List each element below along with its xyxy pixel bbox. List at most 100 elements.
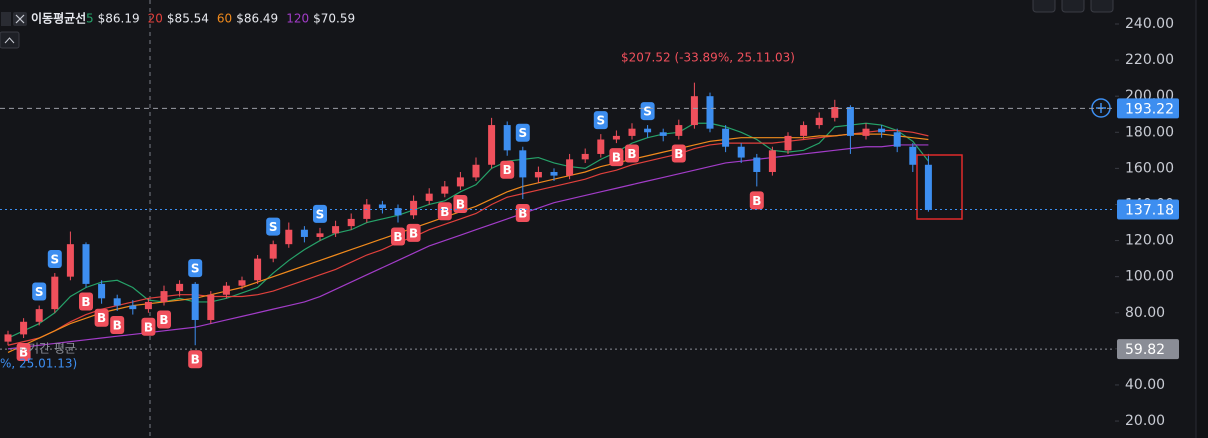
buy-marker: [157, 310, 171, 329]
candle-body: [690, 96, 698, 126]
candle-body: [456, 177, 464, 187]
price-tag: [1117, 339, 1179, 360]
signal-label: S: [269, 220, 278, 234]
price-tag-label: 137.18: [1125, 203, 1174, 219]
candle-body: [612, 135, 620, 140]
candle-body: [503, 125, 511, 151]
average-annotation: 기간 평균: [28, 342, 76, 356]
candle-body: [347, 218, 355, 227]
low-annotation: %, 25.01.13): [0, 357, 77, 371]
legend-period: 60: [217, 12, 232, 26]
candle-body: [815, 117, 823, 126]
candle-body: [285, 229, 293, 245]
candle-body: [35, 309, 43, 322]
buy-marker: [16, 343, 31, 362]
candle-body: [82, 244, 90, 284]
candle-body: [566, 159, 574, 176]
candle-body: [316, 233, 324, 237]
candle-body: [706, 96, 714, 129]
buy-marker: [110, 315, 125, 334]
sell-marker: [47, 250, 62, 269]
candle-body: [425, 193, 433, 201]
signal-label: B: [674, 147, 683, 161]
candle-body: [534, 171, 542, 178]
buy-marker: [391, 227, 405, 246]
legend-value: $70.59: [313, 12, 355, 26]
reset-button[interactable]: [1090, 0, 1114, 13]
sell-marker: [32, 282, 47, 301]
candle-body: [846, 107, 854, 136]
signal-label: B: [627, 147, 636, 161]
down-button[interactable]: [1032, 0, 1056, 13]
scrollbar: [1196, 0, 1208, 438]
signal-label: B: [393, 230, 402, 244]
candle-body: [191, 283, 199, 320]
candle-body: [784, 135, 792, 151]
candle-body: [20, 321, 28, 335]
price-tag-label: 59.82: [1125, 342, 1165, 358]
candle-body: [441, 186, 449, 194]
legend-period: 20: [148, 12, 163, 26]
signal-label: B: [456, 198, 465, 212]
signal-label: B: [159, 313, 168, 327]
buy-marker: [515, 204, 530, 223]
legend-title: 이동평균선: [31, 11, 86, 26]
collapse-icon: [4, 37, 15, 44]
y-tick-label: 40.00: [1125, 377, 1165, 393]
collapse-button[interactable]: [0, 31, 20, 49]
buy-marker: [437, 202, 452, 221]
price-tag: [1117, 98, 1179, 119]
signal-label: B: [19, 346, 28, 360]
highlight-box: [916, 154, 963, 220]
moving-average-line: [7, 133, 929, 354]
legend-period: 5: [86, 12, 94, 26]
signal-label: B: [752, 194, 761, 208]
candle-body: [144, 301, 152, 310]
candle-body: [410, 200, 418, 216]
sell-marker: [593, 111, 608, 130]
buy-marker: [94, 308, 109, 327]
candle-body: [862, 128, 870, 136]
y-tick-label: 20.00: [1125, 413, 1165, 429]
candle-body: [300, 229, 308, 237]
y-tick-label: 80.00: [1125, 305, 1165, 321]
close-icon: [15, 14, 25, 24]
signal-label: S: [316, 207, 325, 221]
buy-marker: [453, 195, 468, 214]
sell-marker: [188, 259, 203, 278]
signal-label: S: [518, 126, 527, 140]
candle-body: [98, 283, 106, 299]
sell-marker: [266, 217, 281, 236]
y-tick-label: 240.00: [1125, 16, 1174, 32]
candle-body: [924, 164, 932, 210]
candle-body: [659, 132, 667, 136]
candle-body: [519, 150, 527, 178]
buy-marker: [79, 292, 93, 311]
high-annotation: $207.52 (-33.89%, 25.11.03): [621, 51, 795, 65]
candle-body: [878, 128, 886, 133]
legend-icon: [1, 12, 11, 26]
y-tick-label: 120.00: [1125, 233, 1174, 249]
buy-marker: [749, 191, 764, 210]
candle-body: [597, 139, 605, 154]
candle-body: [581, 153, 589, 160]
price-tag: [1117, 199, 1179, 220]
signal-label: B: [503, 163, 512, 177]
candle-body: [160, 291, 168, 302]
legend-value: $86.19: [98, 12, 140, 26]
candle-body: [113, 298, 121, 306]
candle-body: [332, 226, 340, 234]
signal-label: S: [50, 253, 59, 267]
buy-marker: [671, 144, 686, 163]
buy-marker: [406, 223, 421, 242]
candle-body: [176, 283, 184, 292]
signal-label: S: [596, 114, 605, 128]
up-button[interactable]: [1061, 0, 1085, 13]
candle-body: [4, 334, 12, 342]
signal-label: B: [113, 318, 122, 332]
candle-body: [207, 294, 215, 320]
candle-body: [129, 305, 137, 310]
